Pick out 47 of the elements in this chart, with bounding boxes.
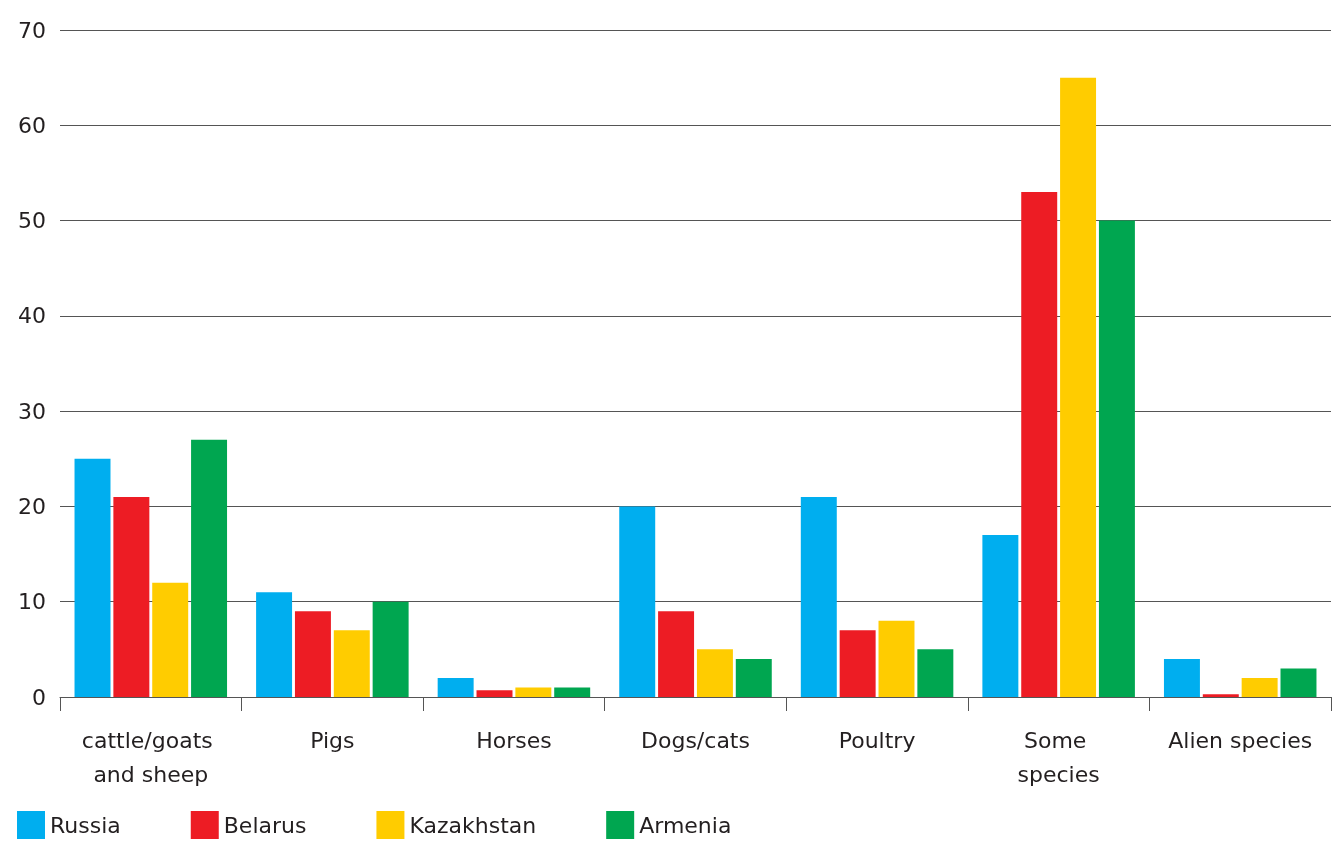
y-tick-label: 30 — [18, 398, 46, 424]
bar — [982, 535, 1019, 697]
legend-label: Russia — [50, 812, 121, 838]
y-tick-label: 70 — [18, 17, 46, 43]
x-tick-label: cattle/goats and sheep — [81, 727, 220, 787]
x-tick-label: Poultry — [838, 727, 916, 753]
bar — [476, 690, 513, 697]
bar — [658, 611, 695, 697]
bar — [735, 658, 772, 697]
bar — [696, 649, 733, 697]
y-tick-label: 50 — [18, 208, 46, 234]
bar — [256, 592, 293, 697]
bar — [372, 601, 409, 697]
legend-label: Kazakhstan — [409, 812, 537, 838]
bar — [554, 687, 591, 697]
bar — [191, 439, 228, 697]
y-tick-label: 10 — [18, 589, 46, 615]
bar — [800, 496, 837, 697]
bar — [294, 611, 331, 697]
bar — [917, 649, 954, 697]
bar — [1021, 191, 1058, 697]
bar — [1202, 694, 1239, 697]
legend-label: Belarus — [223, 812, 307, 838]
bar — [113, 496, 150, 697]
x-tick-label: Pigs — [310, 727, 355, 753]
bar — [1163, 658, 1200, 697]
bar — [74, 458, 111, 697]
bar — [1060, 77, 1097, 697]
y-tick-label: 40 — [18, 303, 46, 329]
x-tick-label: Some species — [1017, 727, 1100, 787]
bar — [878, 620, 915, 697]
bar — [1098, 220, 1135, 697]
bar — [1241, 677, 1278, 697]
bar — [515, 687, 552, 697]
bar — [839, 630, 876, 697]
bar — [333, 630, 370, 697]
bar — [1280, 668, 1317, 697]
x-tick-label: Alien species — [1168, 727, 1313, 753]
bar — [152, 582, 189, 697]
y-tick-label: 0 — [32, 684, 46, 710]
x-tick-label: Horses — [476, 727, 552, 753]
y-tick-label: 20 — [18, 493, 46, 519]
bar — [619, 506, 656, 697]
x-tick-label: Dogs/cats — [641, 727, 750, 753]
bar — [437, 677, 474, 697]
y-tick-label: 60 — [18, 112, 46, 138]
legend-label: Armenia — [639, 812, 732, 838]
